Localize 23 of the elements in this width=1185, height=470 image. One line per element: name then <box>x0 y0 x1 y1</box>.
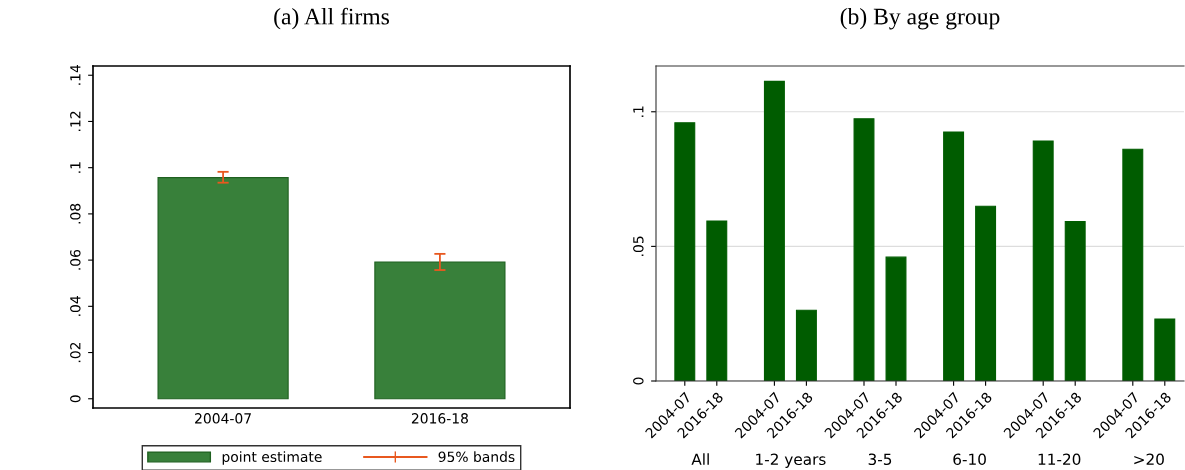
chart-title: (b) By age group <box>840 7 1000 30</box>
y-tick-label: .08 <box>70 203 81 224</box>
y-tick-label: 0 <box>70 395 81 403</box>
y-tick-label: 0 <box>633 377 644 385</box>
y-tick-label: .04 <box>70 296 81 316</box>
y-tick-label: .14 <box>70 64 81 85</box>
text: >20 <box>1134 453 1164 466</box>
text: 6-10 <box>953 453 986 466</box>
y-tick-label: .1 <box>633 106 644 117</box>
legend-label: point estimate <box>222 451 322 465</box>
text: All <box>691 453 709 465</box>
text: 11-20 <box>1038 453 1081 466</box>
chart-title: (a) All firms <box>274 7 390 30</box>
text: 95% bands <box>438 451 515 463</box>
y-tick-label: .12 <box>70 111 81 132</box>
y-tick-label: .1 <box>70 162 81 173</box>
text: 3-5 <box>868 453 892 466</box>
y-tick-label: .02 <box>70 342 81 363</box>
text: 1-2 years <box>756 453 826 469</box>
y-tick-label: .05 <box>633 236 644 256</box>
y-tick-label: .06 <box>70 249 81 270</box>
x-tick-label: 2016-18 <box>411 413 468 424</box>
x-tick-label: 2004-07 <box>195 413 251 424</box>
